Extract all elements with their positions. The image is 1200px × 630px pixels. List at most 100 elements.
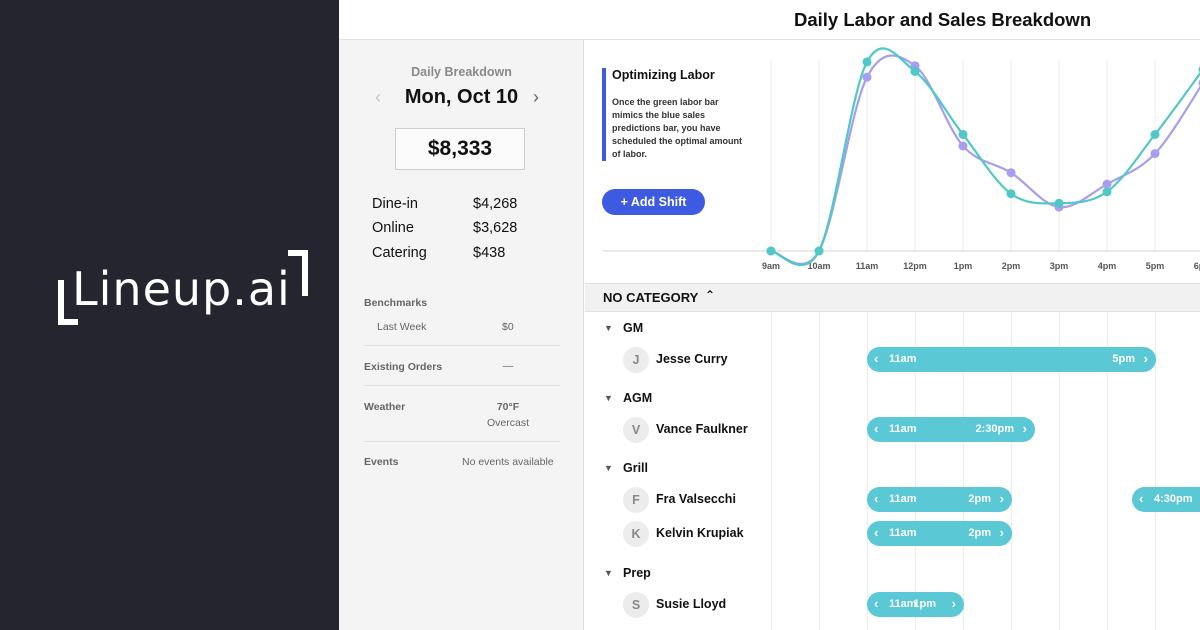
chevron-right-icon[interactable]: › [999,525,1004,540]
role-name: Prep [623,566,651,580]
logo-bracket-right [288,250,308,296]
employee-name: Vance Faulkner [656,422,748,436]
x-tick-label: 9am [762,261,780,271]
x-tick-label: 5pm [1146,261,1165,271]
shift-start: 11am [889,493,917,505]
chevron-right-icon[interactable]: › [999,491,1004,506]
chevron-left-icon[interactable]: ‹ [1139,491,1144,506]
employee-name: Jesse Curry [656,352,728,366]
data-point-1 [766,246,776,256]
daily-breakdown-panel: Daily Breakdown ‹ Mon, Oct 10 › $8,333 D… [339,40,584,630]
chevron-left-icon[interactable]: ‹ [874,351,879,366]
logo-text: Lineup.ai [72,262,291,316]
shift-end: 1pm [913,598,936,610]
lineup-logo: Lineup.ai [58,250,308,326]
gridline [1155,312,1156,630]
shift-bar[interactable]: ‹ 11am 1pm › [867,592,964,617]
avatar: V [623,417,649,443]
divider [364,385,560,386]
gridline [1059,312,1060,630]
gridline [1011,312,1012,630]
x-tick-label: 6pm [1194,261,1200,271]
x-tick-label: 4pm [1098,261,1117,271]
chevron-left-icon[interactable]: ‹ [874,421,879,436]
chevron-right-icon[interactable]: › [951,596,956,611]
optimizing-labor-info: Optimizing Labor Once the green labor ba… [602,68,742,161]
last-week-label: Last Week [377,321,427,333]
sales-amount: $3,628 [473,220,518,236]
data-point-1 [1150,129,1160,139]
weather-temp: 70°F [496,401,520,413]
shift-start: 11am [889,353,917,365]
gridline [1107,312,1108,630]
prev-day-icon[interactable]: ‹ [375,87,381,107]
shift-bar[interactable]: ‹ 11am 2:30pm › [867,417,1035,442]
collapse-triangle-icon[interactable]: ▼ [604,323,613,333]
x-tick-label: 11am [856,261,879,271]
brand-panel: Lineup.ai [0,0,339,630]
data-point-0 [1102,179,1112,189]
shift-bar[interactable]: ‹ 11am 2pm › [867,521,1012,546]
x-tick-label: 3pm [1050,261,1069,271]
x-tick-label: 12pm [903,261,927,271]
series-line-1 [770,47,1200,266]
sales-label: Catering [372,245,427,261]
sales-row-online: Online $3,628 [372,220,552,236]
logo-bracket-left [58,280,78,325]
chevron-left-icon[interactable]: ‹ [874,491,879,506]
role-name: Grill [623,461,649,475]
data-point-0 [862,72,872,82]
data-point-1 [1102,187,1112,197]
divider [364,441,560,442]
title-bar: Daily Labor and Sales Breakdown [339,0,1200,40]
chevron-left-icon[interactable]: ‹ [874,525,879,540]
shift-start: 11am [889,423,917,435]
shift-bar[interactable]: ‹ 11am 5pm › [867,347,1156,372]
chart-svg: 9am 10am 11am 12pm 1pm 2pm 3pm 4pm 5pm 6pm [602,47,1200,271]
total-sales: $8,333 [395,128,525,170]
shift-bar[interactable]: ‹ 4:30pm [1132,487,1200,512]
chevron-right-icon[interactable]: › [1143,351,1148,366]
collapse-triangle-icon[interactable]: ▼ [604,463,613,473]
existing-orders-value: — [502,360,514,372]
sales-amount: $438 [473,245,506,261]
category-title: NO CATEGORY [603,290,699,305]
add-shift-button[interactable]: + Add Shift [602,189,705,215]
employee-name: Susie Lloyd [656,597,727,611]
info-text: Once the green labor bar mimics the blue… [612,97,743,159]
shift-end: 2pm [968,493,991,505]
chevron-up-icon[interactable]: ⌃ [705,288,716,302]
employee-name: Fra Valsecchi [656,492,736,506]
x-tick-label: 2pm [1002,261,1021,271]
x-tick-label: 10am [807,261,830,271]
data-point-1 [958,129,968,139]
sales-row-dine-in: Dine-in $4,268 [372,196,552,212]
last-week-value: $0 [502,321,514,333]
data-point-0 [958,141,968,151]
role-name: GM [623,321,644,335]
collapse-triangle-icon[interactable]: ▼ [604,568,613,578]
avatar: F [623,487,649,513]
data-point-1 [910,66,920,76]
shift-end: 2pm [968,527,991,539]
collapse-triangle-icon[interactable]: ▼ [604,393,613,403]
data-point-0 [1150,149,1160,159]
shift-start: 11am [889,527,917,539]
shift-bar[interactable]: ‹ 11am 2pm › [867,487,1012,512]
sales-row-catering: Catering $438 [372,245,552,261]
chevron-right-icon[interactable]: › [1022,421,1027,436]
events-value: No events available [462,456,554,468]
sales-label: Online [372,220,414,236]
data-point-1 [1054,198,1064,208]
labor-sales-chart: 9am 10am 11am 12pm 1pm 2pm 3pm 4pm 5pm 6pm Optimi… [585,40,1200,283]
breakdown-date: Mon, Oct 10 [404,86,519,108]
benchmarks-label: Benchmarks [364,297,428,309]
next-day-icon[interactable]: › [533,87,539,107]
existing-orders-label: Existing Orders [364,361,443,373]
sales-amount: $4,268 [473,196,518,212]
data-point-0 [1006,168,1016,178]
chevron-left-icon[interactable]: ‹ [874,596,879,611]
category-header[interactable]: NO CATEGORY ⌃ [585,283,1200,312]
x-tick-label: 1pm [954,261,973,271]
weather-desc: Overcast [486,417,529,429]
